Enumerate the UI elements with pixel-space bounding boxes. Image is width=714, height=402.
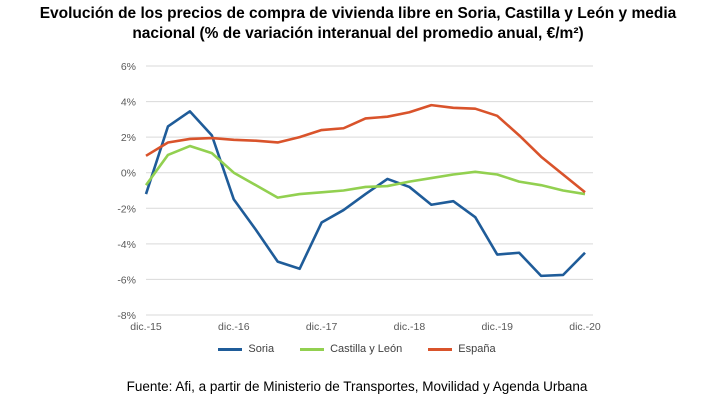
legend-swatch	[300, 347, 325, 351]
x-tick-label: dic.-15	[130, 321, 162, 333]
series-line-soria	[144, 110, 586, 278]
legend-swatch	[218, 347, 243, 351]
y-tick-label: 4%	[121, 97, 136, 109]
y-tick-label: 0%	[121, 168, 136, 180]
chart-title: Evolución de los precios de compra de vi…	[39, 5, 677, 42]
y-tick-label: -8%	[117, 310, 136, 322]
legend-label: Soria	[248, 343, 275, 355]
y-tick-label: 2%	[121, 132, 136, 144]
legend-label: Castilla y León	[330, 343, 403, 355]
x-tick-label: dic.-19	[481, 321, 513, 333]
x-tick-label: dic.-17	[306, 321, 338, 333]
legend-item: Castilla y León	[300, 343, 402, 355]
x-tick-label: dic.-16	[218, 321, 250, 333]
y-tick-label: -2%	[117, 203, 136, 215]
y-tick-label: 6%	[121, 61, 136, 73]
x-tick-label: dic.-18	[394, 321, 426, 333]
line-chart: -8% -6% -4% -2% 0% 2% 4% 6% dic.-15 dic.-16 dic.-1…	[117, 61, 601, 333]
legend-swatch	[428, 347, 453, 351]
y-tick-label: -6%	[117, 274, 136, 286]
legend-item: España	[428, 343, 496, 355]
legend-label: España	[458, 343, 496, 355]
legend-item: Soria	[218, 343, 274, 355]
x-tick-label: dic.-20	[569, 321, 601, 333]
source-note: Fuente: Afi, a partir de Ministerio de T…	[126, 379, 588, 394]
y-tick-label: -4%	[117, 239, 136, 251]
legend: Soria Castilla y León España	[0, 343, 714, 355]
series-line-castilla-y-león	[144, 144, 586, 199]
series-line-españa	[145, 103, 586, 194]
